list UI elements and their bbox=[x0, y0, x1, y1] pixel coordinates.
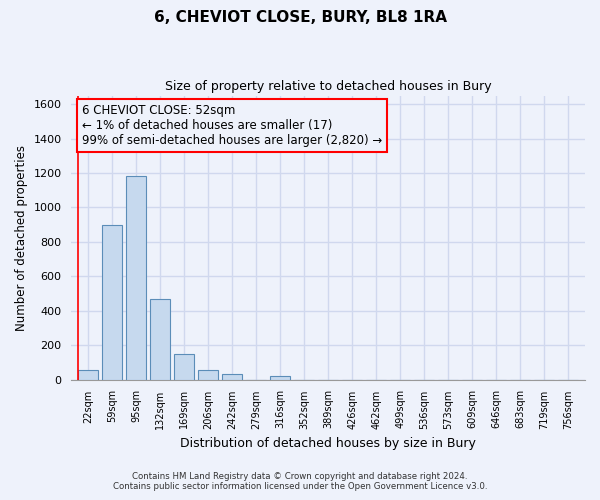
Y-axis label: Number of detached properties: Number of detached properties bbox=[15, 144, 28, 330]
Title: Size of property relative to detached houses in Bury: Size of property relative to detached ho… bbox=[165, 80, 491, 93]
Bar bbox=[198, 370, 218, 380]
Text: 6 CHEVIOT CLOSE: 52sqm
← 1% of detached houses are smaller (17)
99% of semi-deta: 6 CHEVIOT CLOSE: 52sqm ← 1% of detached … bbox=[82, 104, 382, 147]
Bar bbox=[150, 298, 170, 380]
Text: Contains HM Land Registry data © Crown copyright and database right 2024.: Contains HM Land Registry data © Crown c… bbox=[132, 472, 468, 481]
Text: 6, CHEVIOT CLOSE, BURY, BL8 1RA: 6, CHEVIOT CLOSE, BURY, BL8 1RA bbox=[154, 10, 446, 25]
Bar bbox=[102, 224, 122, 380]
Bar bbox=[174, 354, 194, 380]
Bar bbox=[270, 376, 290, 380]
Text: Contains public sector information licensed under the Open Government Licence v3: Contains public sector information licen… bbox=[113, 482, 487, 491]
Bar bbox=[222, 374, 242, 380]
Bar bbox=[78, 370, 98, 380]
Bar bbox=[126, 176, 146, 380]
X-axis label: Distribution of detached houses by size in Bury: Distribution of detached houses by size … bbox=[180, 437, 476, 450]
